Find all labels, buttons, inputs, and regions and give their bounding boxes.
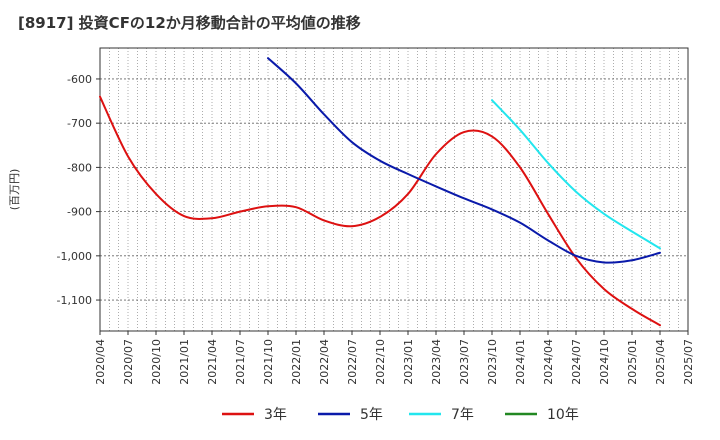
x-tick-label: 2024/07 xyxy=(570,339,583,385)
series-line-3 xyxy=(491,99,661,250)
x-tick-label: 2024/04 xyxy=(542,339,555,385)
grid-lines xyxy=(100,48,688,331)
y-tick-label: -1,100 xyxy=(57,294,92,307)
x-tick-label: 2021/10 xyxy=(262,339,275,385)
y-axis-ticks: -600 -700 -800 -900 -1,000 -1,100 xyxy=(57,73,100,307)
x-tick-label: 2023/07 xyxy=(458,339,471,385)
x-tick-label: 2025/04 xyxy=(654,339,667,385)
x-tick-label: 2021/04 xyxy=(206,339,219,385)
plot-frame xyxy=(99,47,689,332)
series-lines xyxy=(99,57,661,327)
x-tick-label: 2020/07 xyxy=(122,339,135,385)
x-axis-ticks: 2020/04 2020/07 2020/10 2021/01 2021/04 2021/… xyxy=(94,331,695,385)
x-tick-label: 2020/04 xyxy=(94,339,107,385)
legend-label: 5年 xyxy=(360,407,383,423)
series-line-1 xyxy=(99,95,661,327)
y-tick-label: -900 xyxy=(67,206,92,219)
x-tick-label: 2024/10 xyxy=(598,339,611,385)
legend: 3年 5年 7年 10年 xyxy=(222,407,579,423)
x-tick-label: 2022/10 xyxy=(374,339,387,385)
x-tick-label: 2020/10 xyxy=(150,339,163,385)
y-tick-label: -600 xyxy=(67,73,92,86)
x-tick-label: 2023/10 xyxy=(486,339,499,385)
y-tick-label: -800 xyxy=(67,161,92,174)
y-tick-label: -700 xyxy=(67,117,92,130)
y-axis-title: (百万円) xyxy=(8,169,21,211)
x-tick-label: 2025/07 xyxy=(682,339,695,385)
x-tick-label: 2022/04 xyxy=(318,339,331,385)
legend-label: 7年 xyxy=(451,407,474,423)
x-tick-label: 2021/07 xyxy=(234,339,247,385)
chart-title: [8917] 投資CFの12か月移動合計の平均値の推移 xyxy=(18,14,361,32)
y-tick-label: -1,000 xyxy=(57,250,92,263)
series-line-2 xyxy=(267,57,661,264)
x-tick-label: 2025/01 xyxy=(626,339,639,385)
legend-label: 10年 xyxy=(547,407,579,423)
x-tick-label: 2022/01 xyxy=(290,339,303,385)
x-tick-label: 2021/01 xyxy=(178,339,191,385)
x-tick-label: 2022/07 xyxy=(346,339,359,385)
x-tick-label: 2023/01 xyxy=(402,339,415,385)
legend-label: 3年 xyxy=(264,407,287,423)
x-tick-label: 2024/01 xyxy=(514,339,527,385)
x-tick-label: 2023/04 xyxy=(430,339,443,385)
